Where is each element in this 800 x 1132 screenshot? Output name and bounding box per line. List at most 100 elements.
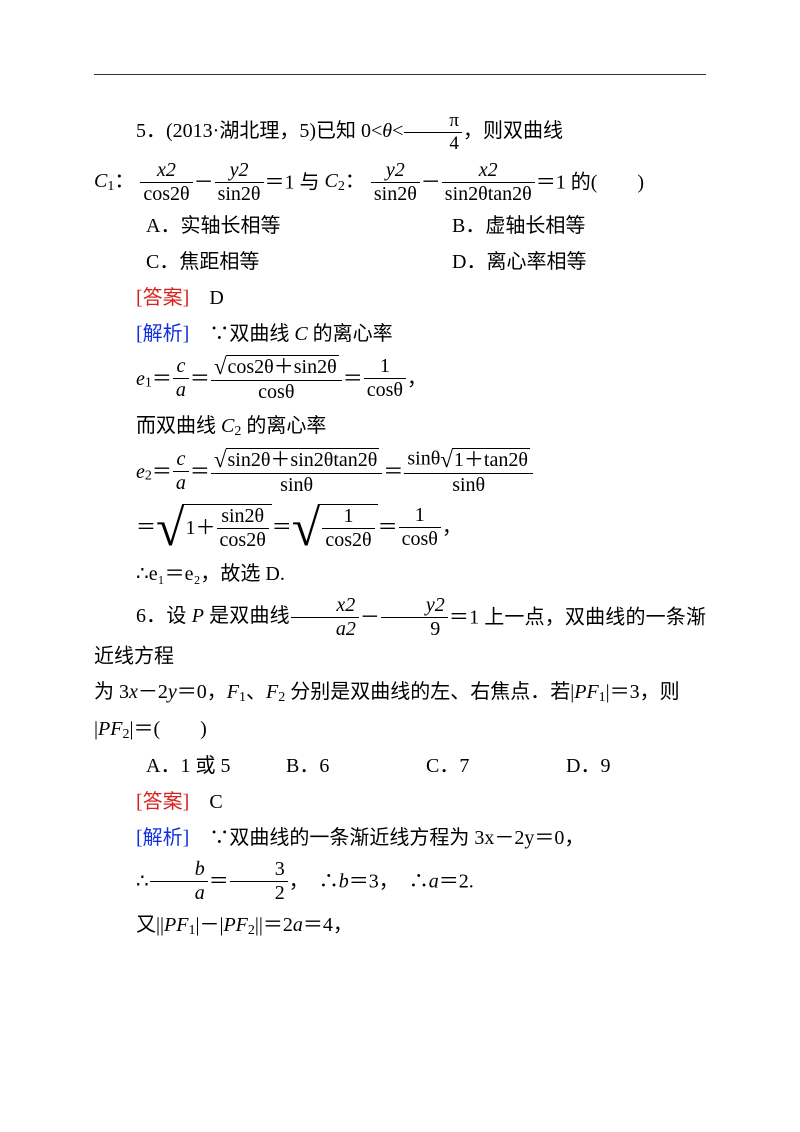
q5-mid: 而双曲线 C2 的离心率	[94, 411, 706, 442]
q6-lead: 设	[166, 605, 191, 627]
q6-last-b: |－|	[195, 914, 223, 936]
y2: y2	[230, 159, 249, 181]
frac-x2cos: x2 cos2θ	[140, 160, 192, 205]
q6-l2c: ＝0，	[177, 681, 227, 703]
c2: c	[176, 448, 185, 470]
rad-1tan-arg: 1＋tan2θ	[452, 448, 530, 472]
q5-stem-line2: C1： x2 cos2θ － y2 sin2θ ＝1 与 C2： y2 sin2…	[94, 160, 706, 205]
x2b: x2	[479, 159, 498, 181]
colon1: ：	[114, 170, 134, 192]
e2-eq1: ＝	[152, 461, 172, 483]
q6-F1: F	[227, 681, 239, 703]
q5-optB: B．虚轴长相等	[400, 211, 706, 241]
q5-src-prefix: (2013·湖北理，5)已知 0<	[166, 120, 382, 142]
radical-icon: √	[292, 504, 321, 551]
minus1: －	[194, 171, 214, 193]
sin2t: sin2θ	[215, 183, 264, 205]
frac-y2sin2: y2 sin2θ	[371, 160, 420, 205]
rad-big1: √ 1＋ sin2θ cos2θ	[156, 504, 272, 551]
e2-sub: 2	[145, 468, 152, 483]
q6-mid1: 是双曲线	[204, 605, 290, 627]
ana-c: C	[294, 323, 307, 345]
lt: <	[392, 120, 403, 142]
cont-eq3: ＝	[378, 516, 398, 538]
q5-optD: D．离心率相等	[400, 247, 706, 277]
sin-t-n: sinθ	[407, 447, 440, 469]
c1-c: C	[94, 170, 107, 192]
q5-stem-line1: 5．(2013·湖北理，5)已知 0<θ< π 4 ，则双曲线	[94, 111, 706, 154]
q5-e2-eq-cont: ＝ √ 1＋ sin2θ cos2θ ＝ √ 1 cos2θ ＝ 1 cosθ …	[94, 504, 706, 551]
pi: π	[404, 111, 462, 133]
cos-t2: cosθ	[364, 379, 406, 401]
page: 5．(2013·湖北理，5)已知 0<θ< π 4 ，则双曲线 C 1 ： x2 c…	[0, 0, 800, 1132]
e1-e: e	[136, 368, 145, 390]
e2-e: e	[136, 461, 145, 483]
frac-sin2cos2: sin2θ cos2θ	[217, 506, 269, 551]
x2: x2	[157, 159, 176, 181]
analysis-label2: [解析]	[136, 827, 189, 849]
rad-ss: √ sin2θ＋sin2θtan2θ	[214, 448, 379, 472]
q6-optB: B．6	[286, 751, 426, 781]
q6-l2a: 为 3	[94, 681, 129, 703]
sin2ttan2t: sin2θtan2θ	[442, 183, 535, 205]
e1-comma: ，	[407, 368, 427, 390]
frac-1cos: 1 cosθ	[364, 356, 406, 401]
frac-y2sin: y2 sin2θ	[215, 160, 264, 205]
q6-ana-text: ∵双曲线的一条渐近线方程为 3x－2y＝0，	[189, 827, 584, 849]
y2b: y2	[386, 159, 405, 181]
q6-PF1: PF	[574, 681, 598, 703]
frac-ca2: c a	[173, 449, 189, 494]
answer-label2: [答案]	[136, 791, 189, 813]
q5-answer: [答案] D	[94, 283, 706, 313]
q6-analysis-3: 又||PF1|－|PF2||＝2a＝4，	[94, 910, 706, 941]
minus2: －	[421, 171, 441, 193]
q6-b2: b	[339, 870, 349, 892]
e1-eq2: ＝	[190, 368, 210, 390]
one3: 1	[322, 506, 374, 529]
one1: 1	[364, 356, 406, 379]
cos2t-d: cos2θ	[217, 529, 269, 551]
q6-minus: －	[360, 606, 380, 628]
frac-x2sintan: x2 sin2θtan2θ	[442, 160, 535, 205]
q6-l2b: －2	[138, 681, 168, 703]
q5-e2-eq: e2＝ c a ＝ √ sin2θ＋sin2θtan2θ sinθ ＝ sinθ…	[94, 448, 706, 496]
ana-tail: 的离心率	[308, 323, 393, 345]
q6-optA: A．1 或 5	[146, 751, 286, 781]
q6-eq: ＝	[209, 870, 229, 892]
frac-32: 3 2	[230, 859, 288, 904]
q5-optA: A．实轴长相等	[94, 211, 400, 241]
plus: ＋	[196, 517, 216, 539]
rad-cs: √ cos2θ＋sin2θ	[214, 355, 339, 379]
e2-eq3: ＝	[383, 461, 403, 483]
frac-1cos2: 1 cos2θ	[322, 506, 374, 551]
q5-options-row2: C．焦距相等 D．离心率相等	[94, 247, 706, 277]
q6-nine: 9	[381, 618, 448, 640]
mid-b: C	[221, 415, 234, 437]
cont-eq2: ＝	[272, 516, 292, 538]
q5-optC: C．焦距相等	[94, 247, 400, 277]
c2-sub: 2	[338, 179, 345, 194]
q6-stem-line2: 为 3x－2y＝0，F1、F2 分别是双曲线的左、右焦点．若|PF1|＝3，则	[94, 677, 706, 708]
q6-y2: y2	[426, 594, 445, 616]
q6-tail3: ＝2.	[439, 870, 474, 892]
q6-stem-line3: |PF2|＝( )	[94, 714, 706, 745]
rad-ss-arg: sin2θ＋sin2θtan2θ	[226, 448, 380, 472]
q6-two: 2	[230, 882, 288, 904]
e1-eq1: ＝	[152, 368, 172, 390]
q6-b: b	[195, 858, 205, 880]
q5-options-row1: A．实轴长相等 B．虚轴长相等	[94, 211, 706, 241]
q6-number: 6．	[136, 605, 166, 627]
cos-t3: cosθ	[399, 528, 441, 550]
frac-x2a2: x2 a2	[291, 595, 359, 640]
answer-value: D	[189, 287, 223, 309]
q6-PF2b: PF	[223, 914, 247, 936]
frac-pi4: π 4	[404, 111, 462, 154]
q5-src-suffix: ，则双曲线	[463, 120, 563, 142]
q5-analysis-head: [解析] ∵双曲线 C 的离心率	[94, 319, 706, 349]
frac-1cost: 1 cosθ	[399, 505, 441, 550]
one4: 1	[399, 505, 441, 528]
a2: a	[176, 472, 186, 494]
q5-number: 5．	[136, 120, 166, 142]
frac-y29: y2 9	[381, 595, 448, 640]
q5-conclusion: ∴e₁＝e₂，故选 D.	[94, 559, 706, 589]
